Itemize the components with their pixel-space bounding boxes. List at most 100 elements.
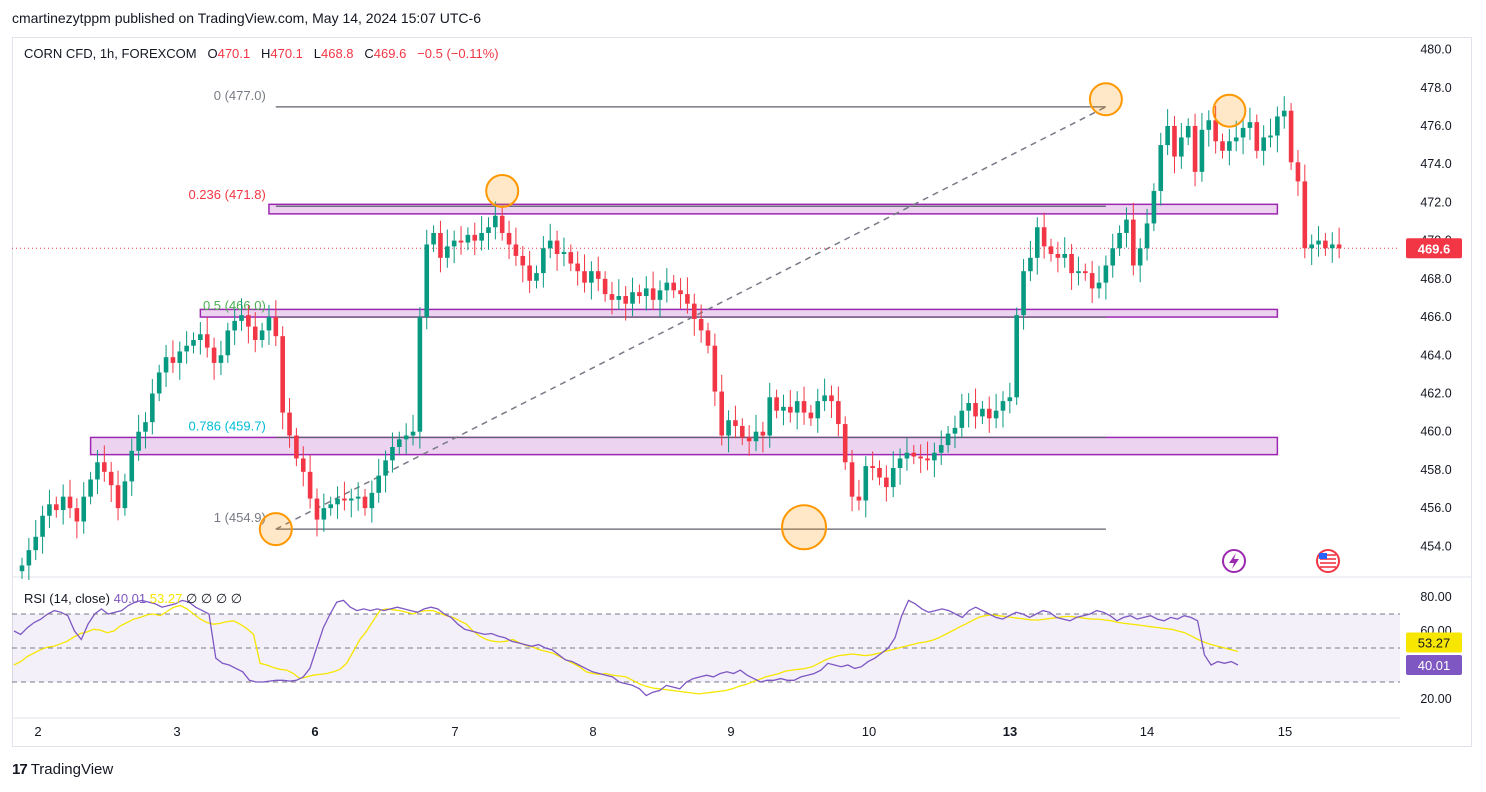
rsi-ma-value-label: 53.27 <box>1418 635 1451 650</box>
candle-body <box>259 330 265 340</box>
time-axis-tick: 10 <box>862 724 876 739</box>
candle-body <box>177 351 183 363</box>
candle-body <box>534 273 539 281</box>
candle-body <box>877 468 882 478</box>
candle-body <box>760 431 766 436</box>
candle-body <box>664 282 670 291</box>
candle-body <box>623 296 628 304</box>
candle-body <box>1206 120 1212 130</box>
fib-level-label: 0.236 (471.8) <box>188 187 265 202</box>
candle-body <box>1151 190 1157 224</box>
candle-body <box>932 452 937 461</box>
candle-body <box>547 240 553 249</box>
open-value: 470.1 <box>217 46 251 61</box>
candle-body <box>822 395 827 402</box>
swing-marker-circle <box>781 504 828 551</box>
candle-body <box>794 401 800 413</box>
candle-body <box>1083 271 1088 274</box>
swing-marker-circle <box>485 173 520 208</box>
candle-body <box>781 406 786 411</box>
candle-body <box>239 315 244 321</box>
candle-body <box>1048 246 1054 254</box>
high-value: 470.1 <box>270 46 303 61</box>
close-label: C <box>364 46 374 61</box>
candle-body <box>67 496 73 509</box>
candle-body <box>232 320 237 331</box>
candle-body <box>300 458 306 472</box>
candle-body <box>383 460 388 476</box>
candle-body <box>1302 181 1308 249</box>
candle-body <box>1233 137 1239 142</box>
candle-body <box>410 431 416 436</box>
candle-body <box>568 252 574 264</box>
candle-body <box>81 496 87 522</box>
candle-body <box>143 422 148 432</box>
candle-body <box>1041 227 1047 247</box>
candle-body <box>726 420 731 436</box>
rsi-label: RSI (14, close) <box>24 591 110 606</box>
candle-body <box>1131 219 1136 266</box>
time-axis-tick: 6 <box>311 724 318 739</box>
price-axis-tick: 478.0 <box>1420 81 1451 95</box>
chart-frame <box>12 37 1472 747</box>
candle-body <box>774 397 779 411</box>
current-price-label: 469.6 <box>1418 241 1451 256</box>
candle-body <box>1117 232 1122 249</box>
candle-body <box>1137 248 1143 266</box>
candle-body <box>1144 223 1150 249</box>
candle-body <box>465 234 471 243</box>
rsi-ma-line <box>13 604 1239 695</box>
candle-body <box>115 485 121 509</box>
time-axis-tick: 9 <box>727 724 734 739</box>
candle-body <box>705 330 711 346</box>
candle-body <box>589 271 594 283</box>
candle-body <box>691 303 697 319</box>
candle-body <box>129 450 135 482</box>
time-axis-tick: 15 <box>1278 724 1292 739</box>
candle-body <box>1220 141 1225 151</box>
candle-body <box>952 427 958 434</box>
symbol-name: CORN CFD, 1h, FOREXCOM <box>24 46 197 61</box>
candle-body <box>1096 282 1102 289</box>
fib-level-label: 0 (477.0) <box>214 88 266 103</box>
candle-body <box>842 424 848 463</box>
candle-body <box>445 246 450 258</box>
candle-body <box>493 215 498 228</box>
price-axis-tick: 466.0 <box>1420 310 1451 324</box>
candle-body <box>1261 137 1266 151</box>
candle-body <box>479 232 484 241</box>
candle-body <box>54 504 59 511</box>
candle-body <box>438 232 443 258</box>
candle-body <box>513 244 519 256</box>
tradingview-logo[interactable]: 17 TradingView <box>12 761 113 778</box>
candle-body <box>740 425 745 438</box>
candle-body <box>102 462 107 472</box>
candle-body <box>156 372 162 394</box>
candle-body <box>1336 244 1342 249</box>
candle-body <box>554 240 560 254</box>
candle-body <box>1275 116 1280 136</box>
candle-body <box>685 294 690 304</box>
candle-body <box>753 431 759 442</box>
swing-marker-circle <box>258 512 293 547</box>
candle-body <box>1165 125 1170 146</box>
candle-body <box>294 435 299 459</box>
candle-body <box>307 471 313 499</box>
candle-body <box>342 498 347 501</box>
candle-body <box>424 244 430 318</box>
candle-body <box>643 288 649 297</box>
time-axis-tick: 7 <box>451 724 458 739</box>
candle-body <box>870 466 875 468</box>
candle-body <box>1076 271 1081 274</box>
candle-body <box>1323 240 1328 249</box>
candle-body <box>390 446 395 461</box>
candle-body <box>225 330 231 356</box>
candle-body <box>170 357 176 363</box>
candle-body <box>287 412 292 436</box>
candle-body <box>1062 254 1068 258</box>
candle-body <box>767 397 773 436</box>
tradingview-brand: TradingView <box>30 761 114 778</box>
candle-body <box>369 492 375 509</box>
swing-marker-circle <box>1088 82 1123 117</box>
